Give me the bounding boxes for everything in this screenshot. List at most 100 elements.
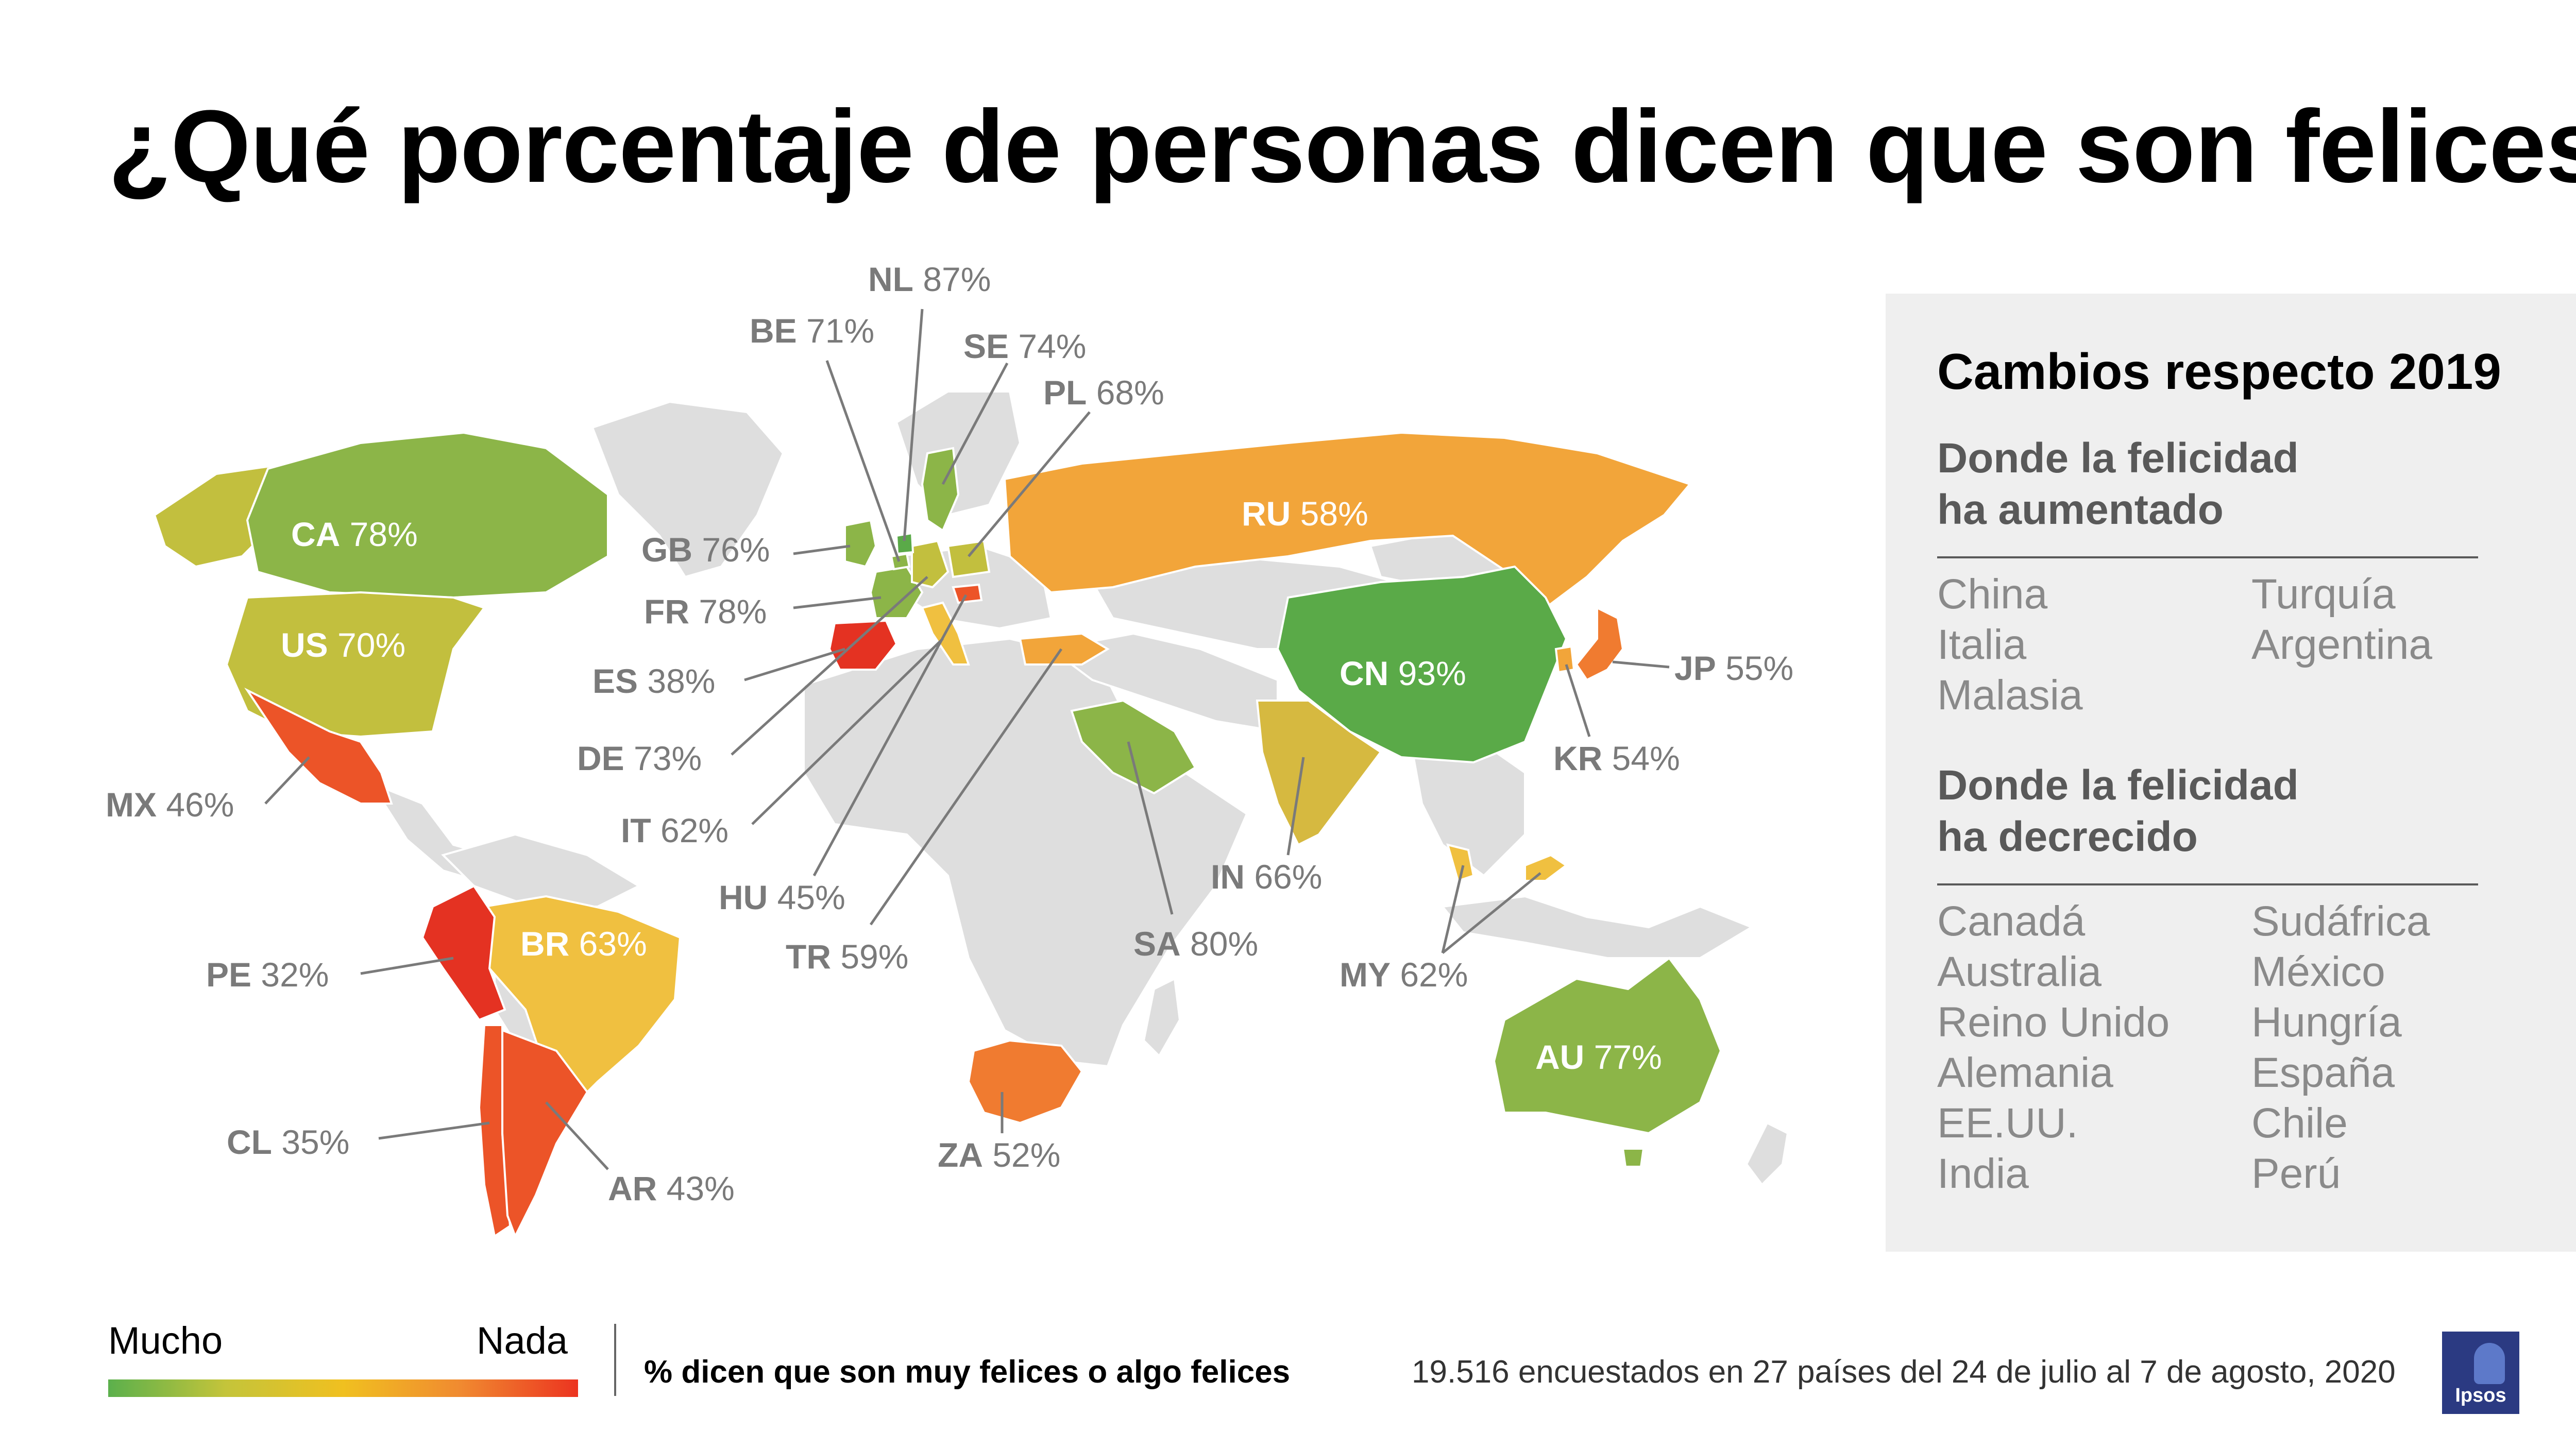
legend-high-label: Nada <box>477 1319 568 1362</box>
legend-color-scale <box>108 1379 578 1397</box>
leader-line-de <box>731 576 928 756</box>
label-kr-code: KR <box>1553 739 1602 777</box>
label-ca-value: 78% <box>350 515 418 553</box>
country-shape-my <box>1446 843 1568 882</box>
label-es-code: ES <box>592 662 638 700</box>
logo-head-icon <box>2474 1343 2505 1384</box>
country-shape-pl <box>946 539 991 578</box>
label-it-value: 62% <box>660 811 728 849</box>
label-es-value: 38% <box>647 662 715 700</box>
leader-line-my-b <box>1442 872 1541 954</box>
label-mx-value: 46% <box>166 786 234 824</box>
label-ru: RU 58% <box>1242 495 1368 533</box>
country-shape-se <box>921 447 960 532</box>
label-de: DE 73% <box>577 739 702 777</box>
label-pe-code: PE <box>206 956 251 994</box>
label-cl-code: CL <box>227 1123 272 1161</box>
page-title: ¿Qué porcentaje de personas dicen que so… <box>108 89 2576 204</box>
list-item: Argentina <box>2251 621 2433 668</box>
label-za-code: ZA <box>938 1136 983 1174</box>
label-se-code: SE <box>963 327 1009 365</box>
leader-line-cl <box>378 1121 490 1140</box>
label-it: IT 62% <box>621 811 728 849</box>
label-es: ES 38% <box>592 662 716 700</box>
greenland-shape <box>591 400 785 578</box>
country-shape-ar <box>501 1029 589 1239</box>
increased-list-col1: China Italia Malasia <box>1937 569 2083 721</box>
decreased-title-line2: ha decrecido <box>1937 813 2198 860</box>
country-shape-in <box>1256 700 1382 846</box>
country-shape-za <box>967 1039 1083 1124</box>
decreased-list-col1: Canadá Australia Reino Unido Alemania EE… <box>1937 896 2170 1199</box>
label-ru-code: RU <box>1242 495 1291 533</box>
label-jp: JP 55% <box>1674 649 1793 687</box>
list-item: Reino Unido <box>1937 999 2170 1046</box>
label-pl: PL 68% <box>1043 373 1164 412</box>
label-gb-value: 76% <box>702 531 770 569</box>
country-shape-br <box>483 895 682 1115</box>
label-ru-value: 58% <box>1300 495 1368 533</box>
label-br-value: 63% <box>579 925 647 963</box>
list-item: Australia <box>1937 948 2102 995</box>
list-item: Turquía <box>2251 571 2396 618</box>
indonesia-grey <box>1440 895 1754 959</box>
label-br: BR 63% <box>520 925 647 963</box>
decreased-title-line1: Donde la felicidad <box>1937 762 2299 809</box>
country-shape-cn <box>1276 565 1568 764</box>
label-us-code: US <box>281 626 328 664</box>
label-hu-value: 45% <box>777 878 845 916</box>
label-cn: CN 93% <box>1340 654 1466 692</box>
leader-line-it <box>751 638 944 825</box>
leader-line-in <box>1286 757 1305 856</box>
list-item: Hungría <box>2251 999 2402 1046</box>
label-mx-code: MX <box>106 786 157 824</box>
label-ca: CA 78% <box>291 515 418 553</box>
leader-line-kr <box>1565 664 1591 737</box>
list-item: Canadá <box>1937 898 2086 945</box>
country-shape-de <box>911 539 950 589</box>
list-item: Alemania <box>1937 1049 2113 1096</box>
label-tr-value: 59% <box>840 937 908 976</box>
label-cn-value: 93% <box>1398 654 1466 692</box>
label-ca-code: CA <box>291 515 340 553</box>
label-nl-value: 87% <box>923 260 991 298</box>
south-america-grey <box>441 833 641 908</box>
list-item: Malasia <box>1937 672 2083 719</box>
label-za-value: 52% <box>992 1136 1060 1174</box>
decreased-divider <box>1937 883 2478 885</box>
increased-section-title: Donde la felicidad ha aumentado <box>1937 433 2504 536</box>
leader-line-nl <box>903 309 924 541</box>
label-za: ZA 52% <box>938 1136 1060 1174</box>
leader-line-se <box>941 362 1009 485</box>
country-shape-jp <box>1575 606 1624 681</box>
label-cl-value: 35% <box>281 1123 349 1161</box>
country-shape-nl <box>895 532 914 555</box>
label-gb-code: GB <box>641 531 692 569</box>
leader-line-gb <box>793 544 851 555</box>
changes-panel: Cambios respecto 2019 Donde la felicidad… <box>1886 294 2576 1252</box>
label-jp-value: 55% <box>1725 649 1793 687</box>
leader-line-be <box>825 360 901 562</box>
label-us: US 70% <box>281 626 405 664</box>
label-fr-value: 78% <box>699 592 767 630</box>
list-item: Italia <box>1937 621 2027 668</box>
increased-title-line2: ha aumentado <box>1937 486 2224 533</box>
country-shape-hu <box>952 583 983 604</box>
label-be-code: BE <box>750 312 797 350</box>
legend-low-label: Mucho <box>108 1319 223 1362</box>
label-sa-code: SA <box>1133 925 1181 963</box>
list-item: Sudáfrica <box>2251 898 2430 945</box>
country-shape-be <box>890 552 911 571</box>
label-cl: CL 35% <box>227 1123 349 1161</box>
label-my: MY 62% <box>1340 956 1468 994</box>
leader-line-fr <box>793 596 882 609</box>
leader-line-ar <box>545 1101 609 1170</box>
label-be: BE 71% <box>750 312 874 350</box>
label-de-code: DE <box>577 739 624 777</box>
madagascar-shape <box>1142 977 1181 1058</box>
label-br-code: BR <box>520 925 569 963</box>
ipsos-logo: Ipsos <box>2442 1332 2519 1414</box>
label-fr: FR 78% <box>644 592 767 630</box>
label-in: IN 66% <box>1211 858 1322 896</box>
label-pe: PE 32% <box>206 956 329 994</box>
